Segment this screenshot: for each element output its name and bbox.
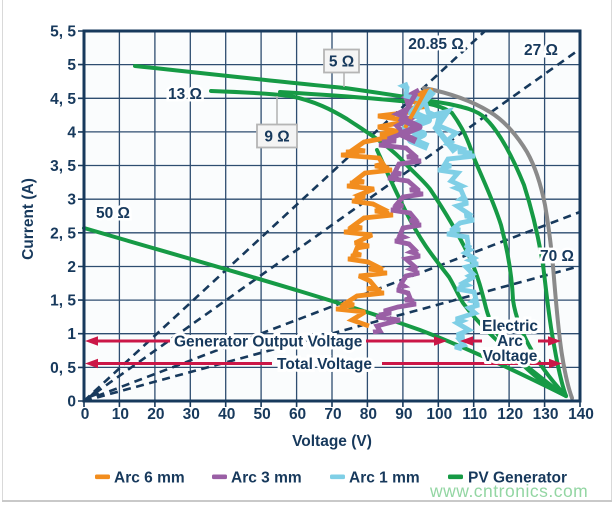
svg-text:Generator Output Voltage: Generator Output Voltage xyxy=(174,334,363,351)
svg-text:Current (A): Current (A) xyxy=(20,178,37,260)
svg-text:PV Generator: PV Generator xyxy=(468,470,567,487)
svg-text:9 Ω: 9 Ω xyxy=(264,129,289,146)
svg-text:2: 2 xyxy=(67,259,76,276)
svg-text:70 Ω: 70 Ω xyxy=(540,248,574,265)
svg-text:120: 120 xyxy=(497,406,523,423)
svg-text:3: 3 xyxy=(67,192,76,209)
svg-text:5: 5 xyxy=(67,57,76,74)
svg-text:Arc 3 mm: Arc 3 mm xyxy=(231,470,302,487)
svg-text:www.cntronics.com: www.cntronics.com xyxy=(429,481,588,501)
svg-text:Electric: Electric xyxy=(482,318,538,335)
svg-text:60: 60 xyxy=(289,406,306,423)
svg-text:3, 5: 3, 5 xyxy=(50,158,76,175)
svg-text:110: 110 xyxy=(462,406,487,423)
svg-text:140: 140 xyxy=(568,406,594,423)
svg-text:Arc 6 mm: Arc 6 mm xyxy=(114,470,185,487)
svg-text:40: 40 xyxy=(218,406,235,423)
svg-text:90: 90 xyxy=(395,406,412,423)
svg-text:1, 5: 1, 5 xyxy=(50,293,76,310)
svg-text:100: 100 xyxy=(426,406,452,423)
svg-text:0: 0 xyxy=(67,394,76,411)
svg-text:20.85 Ω: 20.85 Ω xyxy=(408,36,464,53)
svg-text:Arc: Arc xyxy=(497,333,523,350)
svg-text:2, 5: 2, 5 xyxy=(50,225,76,242)
svg-text:Voltage: Voltage xyxy=(483,348,538,365)
svg-text:30: 30 xyxy=(183,406,200,423)
svg-text:20: 20 xyxy=(147,406,164,423)
svg-text:10: 10 xyxy=(112,406,129,423)
svg-text:0, 5: 0, 5 xyxy=(50,360,76,377)
svg-text:Voltage (V): Voltage (V) xyxy=(292,433,372,450)
svg-text:Total Voltage: Total Voltage xyxy=(277,356,372,373)
svg-text:1: 1 xyxy=(67,326,76,343)
svg-text:5, 5: 5, 5 xyxy=(50,24,76,41)
svg-text:130: 130 xyxy=(533,406,559,423)
svg-text:Arc 1 mm: Arc 1 mm xyxy=(349,470,420,487)
svg-text:13 Ω: 13 Ω xyxy=(168,86,202,103)
svg-text:0: 0 xyxy=(81,406,90,423)
svg-text:4: 4 xyxy=(67,124,76,141)
svg-text:70: 70 xyxy=(324,406,341,423)
svg-text:80: 80 xyxy=(360,406,377,423)
svg-text:50: 50 xyxy=(254,406,271,423)
svg-text:4, 5: 4, 5 xyxy=(50,91,76,108)
svg-text:5 Ω: 5 Ω xyxy=(329,54,354,71)
svg-text:50 Ω: 50 Ω xyxy=(96,205,130,222)
svg-text:27 Ω: 27 Ω xyxy=(524,42,558,59)
